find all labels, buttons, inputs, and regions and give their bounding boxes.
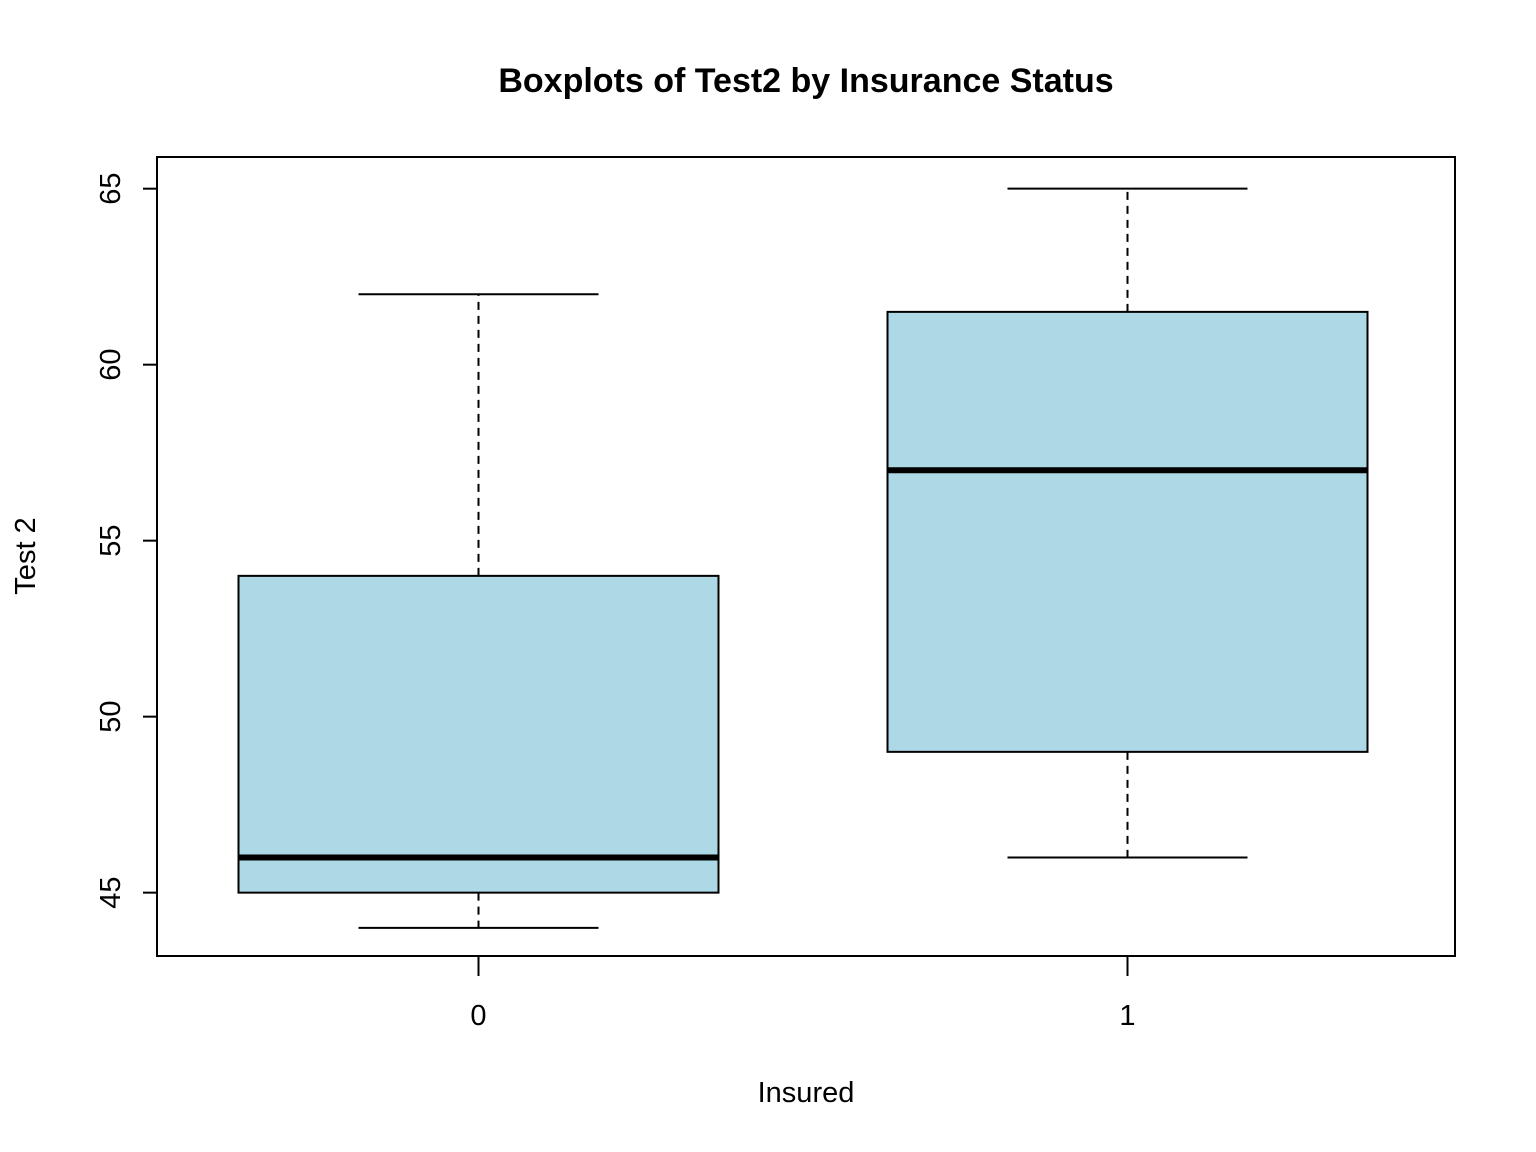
y-tick-label: 55 (95, 525, 127, 557)
box-group-1 (886, 187, 1369, 859)
x-tick-label: 0 (470, 1000, 486, 1032)
x-axis-label: Insured (758, 1077, 855, 1109)
x-tick-label: 1 (1119, 1000, 1135, 1032)
y-tick-label: 65 (95, 173, 127, 205)
y-axis-label: Test 2 (10, 517, 42, 594)
plot-frame (156, 156, 1456, 957)
box-iqr (237, 574, 720, 894)
y-tick-label: 50 (95, 701, 127, 733)
y-tick-label: 60 (95, 349, 127, 381)
box-iqr (886, 310, 1369, 753)
y-tick-label: 45 (95, 877, 127, 909)
y-axis: 45 50 55 60 65 (95, 173, 157, 909)
chart-title: Boxplots of Test2 by Insurance Status (498, 62, 1113, 100)
boxes (237, 187, 1369, 929)
box-group-0 (237, 293, 720, 929)
